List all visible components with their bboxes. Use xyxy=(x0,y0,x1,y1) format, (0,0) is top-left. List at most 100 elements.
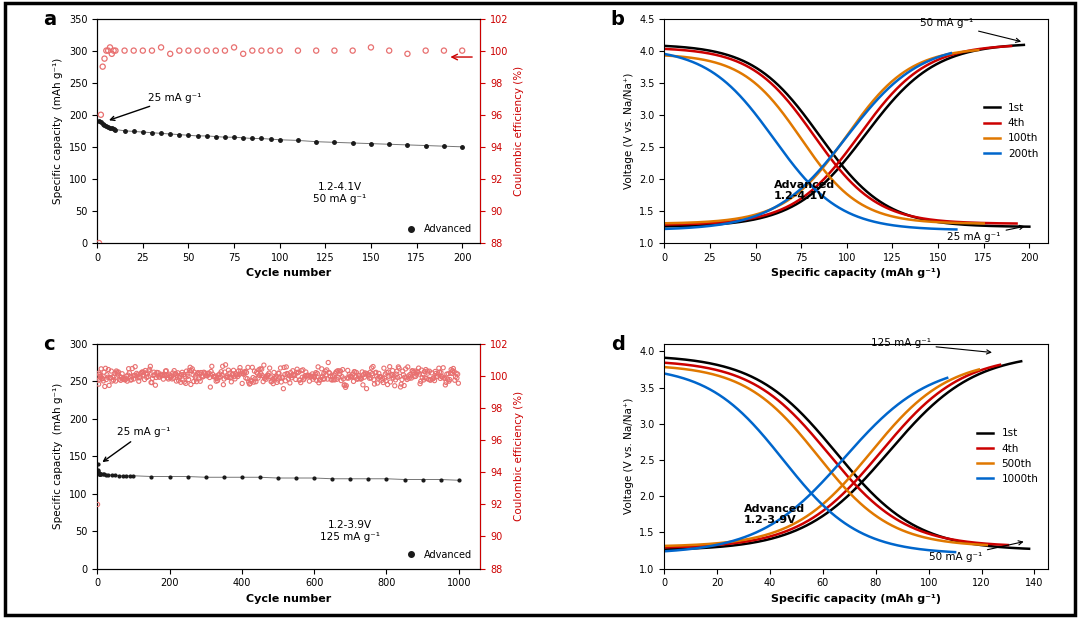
Point xyxy=(167,376,185,386)
Point xyxy=(273,373,291,383)
Point xyxy=(336,380,353,390)
Point xyxy=(257,375,274,384)
Point xyxy=(114,375,132,384)
Point xyxy=(200,368,217,378)
Point xyxy=(110,375,127,384)
Point xyxy=(135,370,152,380)
X-axis label: Specific capacity (mAh g⁻¹): Specific capacity (mAh g⁻¹) xyxy=(771,268,941,278)
Point xyxy=(321,368,338,378)
Point xyxy=(112,375,130,385)
Text: 50 mA g⁻¹: 50 mA g⁻¹ xyxy=(929,541,1023,562)
Point xyxy=(110,367,127,377)
Point xyxy=(104,372,121,382)
Point xyxy=(323,375,340,385)
Text: a: a xyxy=(43,9,56,28)
Point xyxy=(97,375,114,384)
Text: 50 mA g⁻¹: 50 mA g⁻¹ xyxy=(920,19,1020,43)
Point xyxy=(306,373,323,383)
Point xyxy=(248,367,266,377)
Point xyxy=(104,49,121,59)
Point xyxy=(141,365,159,375)
Point xyxy=(449,378,467,388)
Point xyxy=(245,377,262,387)
Point xyxy=(318,370,335,379)
Point xyxy=(204,371,221,381)
Point xyxy=(265,379,282,389)
Point xyxy=(356,368,374,378)
Point xyxy=(172,378,189,387)
Point xyxy=(326,375,343,385)
Point xyxy=(406,366,423,376)
Point xyxy=(377,369,394,379)
Point xyxy=(438,369,456,379)
Point xyxy=(417,46,434,56)
Point xyxy=(296,373,313,383)
Point xyxy=(449,369,467,379)
Point xyxy=(335,374,352,384)
Point xyxy=(322,371,339,381)
Text: d: d xyxy=(610,335,624,354)
Point xyxy=(217,360,234,370)
Point xyxy=(260,368,278,378)
Point xyxy=(233,368,251,378)
Point xyxy=(243,376,260,386)
Point xyxy=(399,49,416,59)
Point xyxy=(345,369,362,379)
Point xyxy=(310,362,327,372)
Point xyxy=(351,373,368,383)
Point xyxy=(127,368,145,378)
Point xyxy=(244,373,261,383)
Point xyxy=(233,378,251,388)
Point xyxy=(286,370,303,380)
Point xyxy=(228,370,245,380)
Point xyxy=(447,368,464,378)
Point xyxy=(429,371,446,381)
Point xyxy=(246,366,264,376)
Point xyxy=(321,368,338,378)
Point xyxy=(432,373,449,383)
Point xyxy=(134,367,151,377)
Point xyxy=(246,374,264,384)
Point xyxy=(434,363,451,373)
Point xyxy=(428,371,445,381)
Point xyxy=(135,367,152,377)
Point xyxy=(355,372,373,382)
Point xyxy=(224,370,241,379)
Point xyxy=(368,378,386,388)
Point xyxy=(247,377,265,387)
Point xyxy=(123,363,140,373)
Point xyxy=(438,375,456,384)
Point xyxy=(213,366,230,376)
Point xyxy=(328,375,346,384)
Point xyxy=(400,371,417,381)
Point xyxy=(253,369,270,379)
Point xyxy=(361,373,378,383)
Point xyxy=(181,362,199,372)
Point xyxy=(383,370,401,379)
Point xyxy=(432,368,449,378)
Point xyxy=(384,373,402,383)
Point xyxy=(363,363,380,373)
Point xyxy=(176,371,193,381)
Point xyxy=(100,381,118,391)
Point xyxy=(210,370,227,380)
Point xyxy=(329,366,347,376)
Y-axis label: Specific capacity  (mAh g⁻¹): Specific capacity (mAh g⁻¹) xyxy=(53,383,64,530)
Point xyxy=(186,367,203,377)
Point xyxy=(235,368,253,378)
Point xyxy=(241,379,258,389)
Point xyxy=(174,367,191,377)
X-axis label: Cycle number: Cycle number xyxy=(246,268,332,278)
Point xyxy=(141,362,159,371)
Text: 1.2-4.1V
50 mA g⁻¹: 1.2-4.1V 50 mA g⁻¹ xyxy=(313,182,366,204)
Point xyxy=(395,370,413,379)
Point xyxy=(99,365,117,375)
Point xyxy=(150,372,167,382)
Point xyxy=(154,375,172,384)
Point xyxy=(164,368,181,378)
Point xyxy=(175,370,192,379)
Point xyxy=(198,46,215,56)
Point xyxy=(92,371,109,381)
Point xyxy=(150,368,167,378)
Point xyxy=(430,369,447,379)
